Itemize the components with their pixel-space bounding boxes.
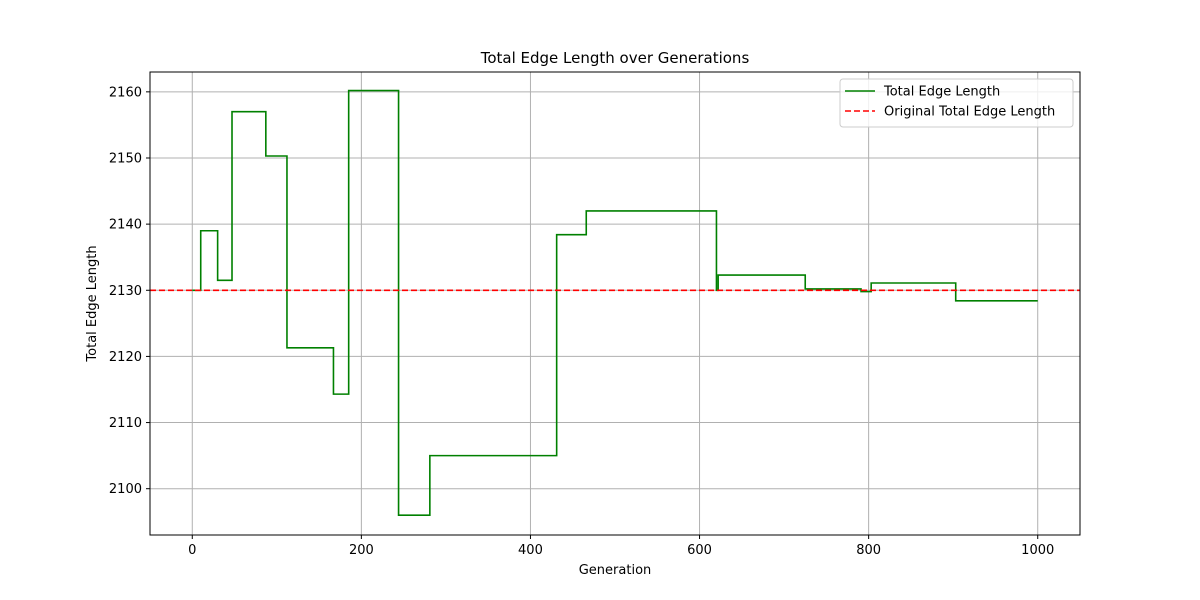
- series-line-total-edge-length: [192, 89, 1038, 516]
- series-layer: [150, 89, 1080, 516]
- x-tick-label: 800: [856, 543, 881, 558]
- legend-box: [839, 78, 1074, 128]
- y-tick-label: 2150: [109, 151, 142, 166]
- plot-frame: [149, 71, 1081, 536]
- y-tick-label: 2110: [109, 416, 142, 431]
- x-tick-label: 400: [518, 543, 543, 558]
- x-tick-label: 600: [687, 543, 712, 558]
- y-tick-label: 2120: [109, 350, 142, 365]
- y-tick-label: 2160: [109, 85, 142, 100]
- y-axis-label: Total Edge Length: [85, 245, 100, 362]
- x-axis-label: Generation: [579, 563, 652, 578]
- y-tick-label: 2100: [109, 482, 142, 497]
- axis-ticks: 0 200 400 600 800 1000 2100 2110 2120 2130 2140 215…: [109, 85, 1054, 558]
- legend-entry-total-edge-length: Total Edge Length: [883, 85, 1000, 100]
- plot-area: [150, 72, 1080, 535]
- x-tick-label: 200: [349, 543, 374, 558]
- chart-title: Total Edge Length over Generations: [480, 49, 750, 67]
- x-tick-label: 0: [188, 543, 196, 558]
- x-tick-label: 1000: [1021, 543, 1054, 558]
- y-tick-label: 2140: [109, 218, 142, 233]
- y-tick-label: 2130: [109, 284, 142, 299]
- legend-entry-original-total-edge-length: Original Total Edge Length: [884, 105, 1055, 120]
- legend: Total Edge Length Original Total Edge Le…: [839, 78, 1074, 128]
